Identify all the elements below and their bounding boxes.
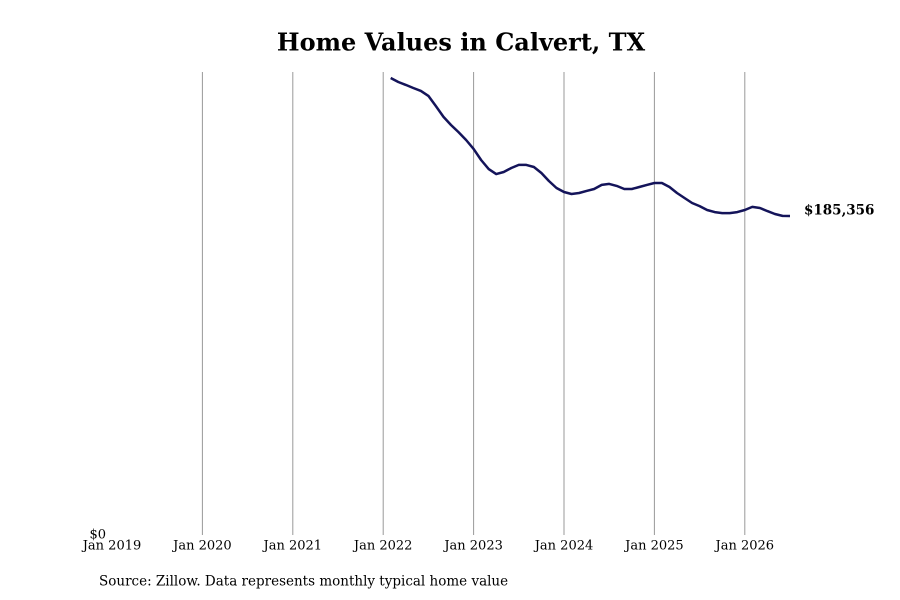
y-tick-label: $0: [89, 528, 106, 543]
source-note: Source: Zillow. Data represents monthly …: [99, 574, 508, 590]
x-tick-label: Jan 2023: [442, 539, 503, 554]
chart-title: Home Values in Calvert, TX: [277, 28, 646, 57]
x-tick-label: Jan 2024: [533, 539, 594, 554]
x-tick-label: Jan 2019: [81, 539, 142, 554]
x-tick-label: Jan 2020: [171, 539, 232, 554]
x-tick-label: Jan 2022: [352, 539, 413, 554]
x-tick-label: Jan 2025: [623, 539, 684, 554]
line: [390, 76, 791, 218]
x-tick-label: Jan 2021: [262, 539, 323, 554]
end-label: $185,356: [804, 202, 874, 218]
x-tick-label: Jan 2026: [714, 539, 775, 554]
